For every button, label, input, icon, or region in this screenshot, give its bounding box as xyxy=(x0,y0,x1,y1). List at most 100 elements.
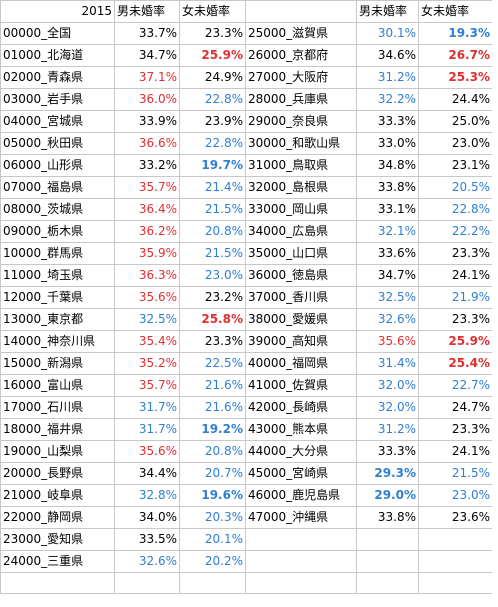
female-rate-cell[interactable]: 23.3% xyxy=(179,330,246,353)
female-rate-cell[interactable]: 22.8% xyxy=(418,198,493,221)
female-rate-cell[interactable]: 24.9% xyxy=(179,66,246,89)
male-rate-cell[interactable]: 36.4% xyxy=(114,198,180,221)
prefecture-cell[interactable]: 21000_岐阜県 xyxy=(0,484,115,507)
female-rate-cell[interactable]: 19.2% xyxy=(179,418,246,441)
female-rate-cell[interactable]: 19.6% xyxy=(179,484,246,507)
prefecture-cell[interactable]: 40000_福岡県 xyxy=(245,352,357,375)
prefecture-cell[interactable]: 05000_秋田県 xyxy=(0,132,115,155)
prefecture-cell[interactable]: 47000_沖縄県 xyxy=(245,506,357,529)
prefecture-cell[interactable]: 41000_佐賀県 xyxy=(245,374,357,397)
female-rate-cell[interactable]: 20.1% xyxy=(179,528,246,551)
female-rate-cell[interactable]: 26.7% xyxy=(418,44,493,67)
prefecture-cell[interactable]: 02000_青森県 xyxy=(0,66,115,89)
prefecture-cell[interactable]: 27000_大阪府 xyxy=(245,66,357,89)
male-rate-cell[interactable]: 35.6% xyxy=(114,286,180,309)
female-rate-cell[interactable]: 23.9% xyxy=(179,110,246,133)
prefecture-cell[interactable]: 26000_京都府 xyxy=(245,44,357,67)
male-rate-cell[interactable]: 33.8% xyxy=(356,506,419,529)
empty-cell[interactable] xyxy=(356,528,419,551)
prefecture-cell[interactable]: 43000_熊本県 xyxy=(245,418,357,441)
prefecture-cell[interactable]: 16000_富山県 xyxy=(0,374,115,397)
prefecture-cell[interactable]: 00000_全国 xyxy=(0,22,115,45)
male-rate-cell[interactable]: 31.7% xyxy=(114,396,180,419)
prefecture-cell[interactable]: 22000_静岡県 xyxy=(0,506,115,529)
male-rate-cell[interactable]: 33.3% xyxy=(356,110,419,133)
female-rate-cell[interactable]: 21.6% xyxy=(179,374,246,397)
female-rate-cell[interactable]: 20.8% xyxy=(179,440,246,463)
female-rate-cell[interactable]: 23.1% xyxy=(418,154,493,177)
empty-cell[interactable] xyxy=(418,550,493,573)
male-rate-cell[interactable]: 33.5% xyxy=(114,528,180,551)
prefecture-cell[interactable]: 08000_茨城県 xyxy=(0,198,115,221)
prefecture-cell[interactable]: 07000_福島県 xyxy=(0,176,115,199)
male-rate-cell[interactable]: 33.8% xyxy=(356,176,419,199)
female-rate-cell[interactable]: 25.4% xyxy=(418,352,493,375)
female-rate-cell[interactable]: 24.4% xyxy=(418,88,493,111)
empty-cell[interactable] xyxy=(356,572,419,594)
prefecture-cell[interactable]: 03000_岩手県 xyxy=(0,88,115,111)
male-rate-cell[interactable]: 33.9% xyxy=(114,110,180,133)
female-rate-cell[interactable]: 23.0% xyxy=(418,484,493,507)
male-rate-cell[interactable]: 32.5% xyxy=(356,286,419,309)
prefecture-cell[interactable]: 09000_栃木県 xyxy=(0,220,115,243)
female-rate-cell[interactable]: 24.1% xyxy=(418,440,493,463)
male-rate-cell[interactable]: 35.4% xyxy=(114,330,180,353)
prefecture-cell[interactable]: 04000_宮城県 xyxy=(0,110,115,133)
prefecture-cell[interactable]: 23000_愛知県 xyxy=(0,528,115,551)
female-rate-cell[interactable]: 20.2% xyxy=(179,550,246,573)
male-rate-cell[interactable]: 34.7% xyxy=(114,44,180,67)
prefecture-cell[interactable]: 20000_長野県 xyxy=(0,462,115,485)
male-rate-cell[interactable]: 34.4% xyxy=(114,462,180,485)
header-empty-cell[interactable] xyxy=(245,0,357,23)
male-rate-cell[interactable]: 32.6% xyxy=(356,308,419,331)
empty-cell[interactable] xyxy=(245,572,357,594)
prefecture-cell[interactable]: 01000_北海道 xyxy=(0,44,115,67)
female-rate-cell[interactable]: 25.9% xyxy=(179,44,246,67)
prefecture-cell[interactable]: 28000_兵庫県 xyxy=(245,88,357,111)
female-rate-cell[interactable]: 23.3% xyxy=(418,418,493,441)
male-rate-cell[interactable]: 36.0% xyxy=(114,88,180,111)
female-rate-cell[interactable]: 23.0% xyxy=(179,264,246,287)
header-female-cell[interactable]: 女未婚率 xyxy=(179,0,246,23)
female-rate-cell[interactable]: 22.7% xyxy=(418,374,493,397)
male-rate-cell[interactable]: 33.6% xyxy=(356,242,419,265)
male-rate-cell[interactable]: 36.3% xyxy=(114,264,180,287)
prefecture-cell[interactable]: 31000_鳥取県 xyxy=(245,154,357,177)
male-rate-cell[interactable]: 32.6% xyxy=(114,550,180,573)
prefecture-cell[interactable]: 44000_大分県 xyxy=(245,440,357,463)
male-rate-cell[interactable]: 31.2% xyxy=(356,66,419,89)
male-rate-cell[interactable]: 31.4% xyxy=(356,352,419,375)
male-rate-cell[interactable]: 35.9% xyxy=(114,242,180,265)
male-rate-cell[interactable]: 32.8% xyxy=(114,484,180,507)
male-rate-cell[interactable]: 33.2% xyxy=(114,154,180,177)
female-rate-cell[interactable]: 23.3% xyxy=(179,22,246,45)
male-rate-cell[interactable]: 33.3% xyxy=(356,440,419,463)
male-rate-cell[interactable]: 31.2% xyxy=(356,418,419,441)
header-male-cell[interactable]: 男未婚率 xyxy=(114,0,180,23)
empty-cell[interactable] xyxy=(418,528,493,551)
male-rate-cell[interactable]: 29.3% xyxy=(356,462,419,485)
prefecture-cell[interactable]: 37000_香川県 xyxy=(245,286,357,309)
prefecture-cell[interactable]: 14000_神奈川県 xyxy=(0,330,115,353)
prefecture-cell[interactable]: 10000_群馬県 xyxy=(0,242,115,265)
header-male-cell-2[interactable]: 男未婚率 xyxy=(356,0,419,23)
prefecture-cell[interactable]: 29000_奈良県 xyxy=(245,110,357,133)
prefecture-cell[interactable]: 25000_滋賀県 xyxy=(245,22,357,45)
prefecture-cell[interactable]: 18000_福井県 xyxy=(0,418,115,441)
prefecture-cell[interactable]: 13000_東京都 xyxy=(0,308,115,331)
female-rate-cell[interactable]: 19.3% xyxy=(418,22,493,45)
prefecture-cell[interactable]: 17000_石川県 xyxy=(0,396,115,419)
male-rate-cell[interactable]: 34.6% xyxy=(356,44,419,67)
prefecture-cell[interactable]: 38000_愛媛県 xyxy=(245,308,357,331)
female-rate-cell[interactable]: 19.7% xyxy=(179,154,246,177)
prefecture-cell[interactable]: 39000_高知県 xyxy=(245,330,357,353)
female-rate-cell[interactable]: 25.3% xyxy=(418,66,493,89)
female-rate-cell[interactable]: 24.7% xyxy=(418,396,493,419)
female-rate-cell[interactable]: 25.8% xyxy=(179,308,246,331)
male-rate-cell[interactable]: 30.1% xyxy=(356,22,419,45)
male-rate-cell[interactable]: 33.7% xyxy=(114,22,180,45)
prefecture-cell[interactable]: 36000_徳島県 xyxy=(245,264,357,287)
female-rate-cell[interactable]: 22.8% xyxy=(179,132,246,155)
female-rate-cell[interactable]: 21.5% xyxy=(418,462,493,485)
female-rate-cell[interactable]: 20.5% xyxy=(418,176,493,199)
